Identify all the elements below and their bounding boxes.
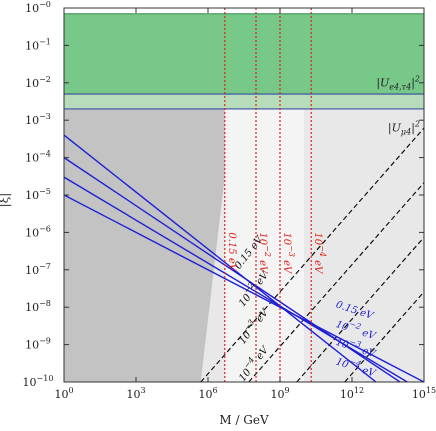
excluded-dark-region xyxy=(64,108,225,382)
y-tick-label-7: 10−4 xyxy=(25,150,51,165)
y-tick-label-8: 10−3 xyxy=(25,112,51,127)
y-tick-label-6: 10−5 xyxy=(25,187,51,202)
y-tick-label-9: 10−2 xyxy=(25,75,51,90)
y-tick-label-1: 10−10 xyxy=(23,374,54,389)
y-tick-label-3: 10−8 xyxy=(25,299,51,314)
x-tick-label-3: 106 xyxy=(198,386,217,401)
x-tick-label-5: 1012 xyxy=(340,386,364,401)
black-dashed-line-1 xyxy=(200,127,424,382)
allowed-strip xyxy=(224,108,304,382)
x-tick-label-4: 109 xyxy=(270,386,289,401)
y-axis-label: |ξ| xyxy=(0,193,11,208)
blue-line-label-4: 10−4 eV xyxy=(334,353,379,380)
region-band-2 xyxy=(64,93,424,110)
x-tick-label-2: 103 xyxy=(126,386,145,401)
excluded-light-lower xyxy=(64,177,225,382)
x-tick-label-1: 100 xyxy=(54,386,73,401)
black-dashed-line-3 xyxy=(296,236,424,382)
y-tick-label-2: 10−9 xyxy=(25,337,51,352)
blue-solid-line-1 xyxy=(64,134,377,382)
region-band-1 xyxy=(64,13,424,95)
x-axis-label: M / GeV xyxy=(219,413,269,427)
red-line-label-1: 0.15 eV xyxy=(226,232,237,272)
blue-line-label-3: 10−3 eV xyxy=(334,333,379,360)
blue-solid-line-4 xyxy=(64,194,424,382)
black-dashed-line-4 xyxy=(344,290,424,382)
y-tick-label-11: 10−0 xyxy=(25,0,51,15)
y-tick-label-10: 10−1 xyxy=(25,37,51,52)
red-line-label-3: 10−3 eV xyxy=(281,232,296,275)
blue-solid-line-3 xyxy=(64,176,408,382)
region-label-ue4: |Ue4,τ4|2 xyxy=(376,74,420,91)
y-tick-label-4: 10−7 xyxy=(25,262,51,277)
red-line-label-2: 10−2 eV xyxy=(257,232,272,275)
blue-line-label-2: 10−2 eV xyxy=(334,315,379,342)
region-label-umu4: |Uμ4|2 xyxy=(388,119,420,136)
y-tick-label-5: 10−6 xyxy=(25,224,51,239)
x-tick-label-6: 1015 xyxy=(412,386,436,401)
red-line-label-4: 10−4 eV xyxy=(312,232,327,275)
